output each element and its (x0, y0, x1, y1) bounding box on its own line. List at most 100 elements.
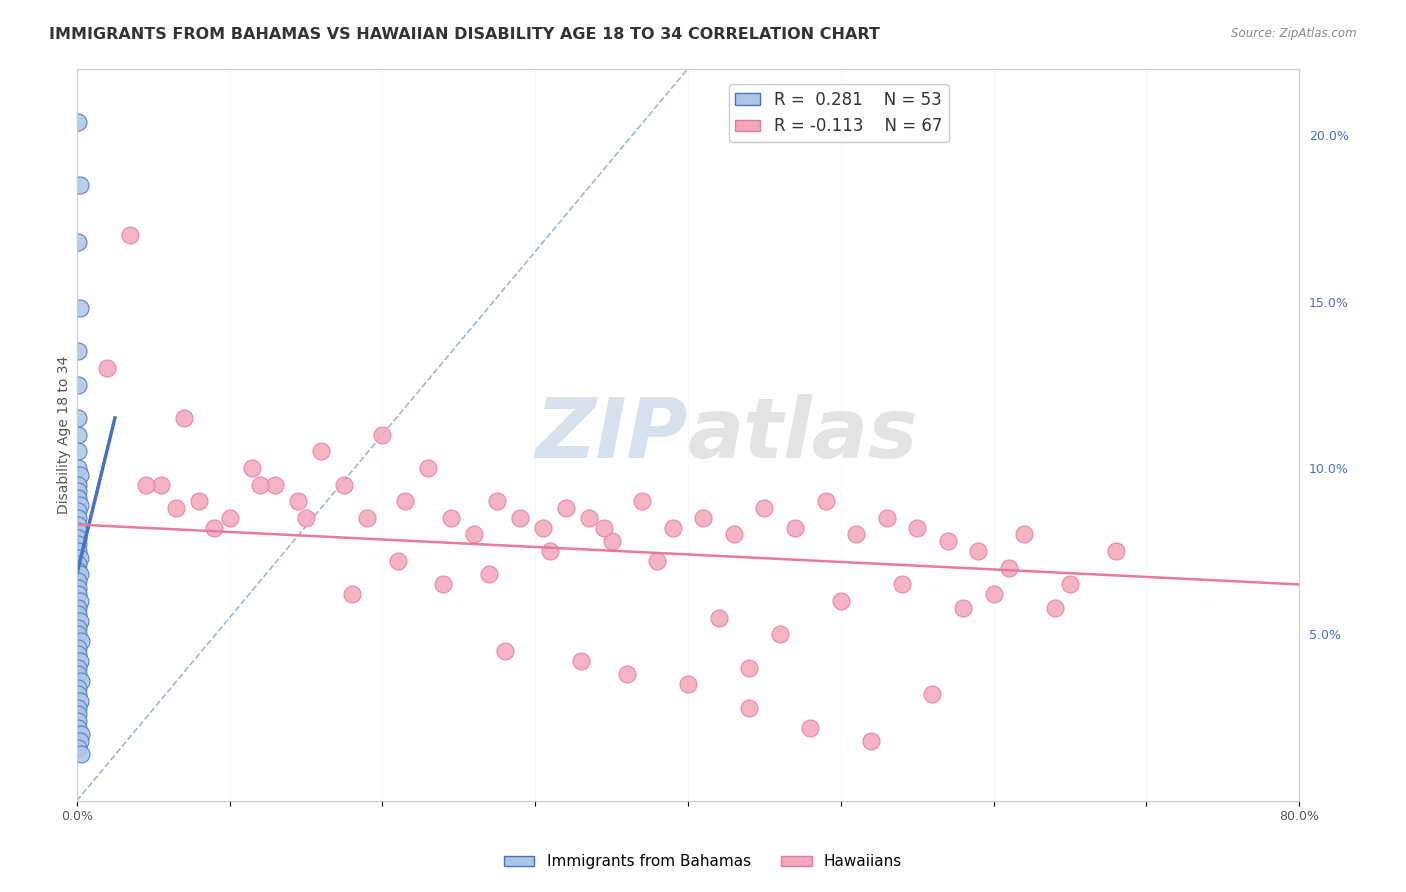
Text: atlas: atlas (688, 394, 918, 475)
Point (876, 511, 898, 525)
Point (67, 544, 90, 558)
Point (67, 648, 90, 662)
Legend: Immigrants from Bahamas, Hawaiians: Immigrants from Bahamas, Hawaiians (498, 848, 908, 875)
Point (67, 344, 90, 359)
Point (485, 494, 508, 508)
Point (569, 654, 592, 668)
Point (67, 477, 90, 491)
Point (67, 491, 90, 505)
Point (67, 235, 90, 249)
Point (70, 747, 93, 761)
Point (905, 521, 928, 535)
Point (1043, 600, 1066, 615)
Point (647, 554, 669, 568)
Point (478, 567, 501, 582)
Point (67, 660, 90, 674)
Point (295, 511, 318, 525)
Point (67, 681, 90, 695)
Point (67, 607, 90, 622)
Point (1059, 577, 1081, 591)
Point (723, 527, 745, 541)
Point (69, 467, 91, 482)
Point (754, 500, 776, 515)
Point (96, 361, 118, 376)
Point (463, 527, 485, 541)
Point (707, 610, 730, 624)
Point (67, 461, 90, 475)
Point (67, 667, 90, 681)
Point (799, 721, 821, 735)
Point (69, 178, 91, 192)
Point (509, 511, 531, 525)
Point (69, 550, 91, 565)
Point (67, 714, 90, 728)
Point (70, 634, 93, 648)
Point (173, 411, 195, 425)
Text: Source: ZipAtlas.com: Source: ZipAtlas.com (1232, 27, 1357, 40)
Point (67, 411, 90, 425)
Point (67, 640, 90, 655)
Text: ZIP: ZIP (536, 394, 688, 475)
Point (600, 534, 623, 549)
Point (967, 544, 990, 558)
Point (340, 587, 363, 601)
Point (69, 614, 91, 628)
Point (67, 587, 90, 601)
Point (69, 301, 91, 315)
Point (814, 494, 837, 508)
Point (67, 511, 90, 525)
Point (692, 511, 714, 525)
Point (67, 564, 90, 578)
Point (783, 521, 806, 535)
Point (67, 700, 90, 714)
Point (593, 521, 616, 535)
Point (242, 461, 264, 475)
Point (69, 654, 91, 668)
Point (249, 477, 271, 491)
Point (67, 537, 90, 551)
Point (432, 577, 454, 591)
Point (67, 444, 90, 458)
Point (67, 621, 90, 635)
Point (387, 554, 409, 568)
Point (67, 484, 90, 499)
Text: IMMIGRANTS FROM BAHAMAS VS HAWAIIAN DISABILITY AGE 18 TO 34 CORRELATION CHART: IMMIGRANTS FROM BAHAMAS VS HAWAIIAN DISA… (49, 27, 880, 42)
Point (69, 694, 91, 708)
Point (371, 427, 394, 442)
Point (531, 521, 554, 535)
Point (394, 494, 416, 508)
Point (952, 600, 974, 615)
Point (287, 494, 309, 508)
Point (120, 227, 142, 242)
Point (67, 115, 90, 129)
Point (67, 721, 90, 735)
Point (1105, 544, 1128, 558)
Point (309, 444, 332, 458)
Point (356, 511, 378, 525)
Point (70, 727, 93, 741)
Point (67, 524, 90, 538)
Point (769, 627, 792, 641)
Point (67, 504, 90, 518)
Point (890, 577, 912, 591)
Point (440, 511, 463, 525)
Point (554, 500, 576, 515)
Point (631, 494, 654, 508)
Point (578, 511, 600, 525)
Point (67, 574, 90, 588)
Point (540, 544, 562, 558)
Point (188, 494, 211, 508)
Point (616, 667, 638, 681)
Point (67, 427, 90, 442)
Point (70, 673, 93, 688)
Legend: R =  0.281    N = 53, R = -0.113    N = 67: R = 0.281 N = 53, R = -0.113 N = 67 (728, 84, 949, 142)
Point (738, 660, 761, 674)
Point (134, 477, 156, 491)
Y-axis label: Disability Age 18 to 34: Disability Age 18 to 34 (58, 356, 72, 514)
Point (936, 534, 959, 549)
Point (676, 677, 699, 691)
Point (1012, 527, 1035, 541)
Point (67, 558, 90, 572)
Point (264, 477, 287, 491)
Point (165, 500, 187, 515)
